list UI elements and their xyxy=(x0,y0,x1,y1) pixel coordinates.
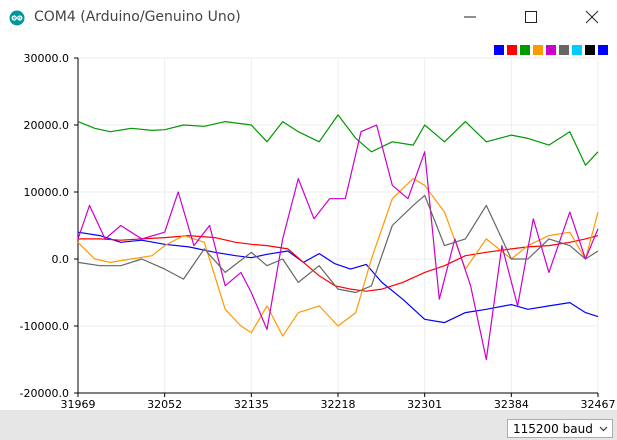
x-tick-label: 32135 xyxy=(234,398,269,410)
baud-rate-value: 115200 baud xyxy=(513,422,593,436)
title-bar: COM4 (Arduino/Genuino Uno) xyxy=(0,0,617,36)
x-tick-label: 32301 xyxy=(407,398,442,410)
legend-swatch xyxy=(585,45,595,55)
legend-swatch xyxy=(559,45,569,55)
series-line-red xyxy=(78,235,599,292)
y-tick-label: 30000.0 xyxy=(24,52,70,65)
baud-rate-select[interactable]: 115200 baud xyxy=(507,419,613,438)
close-icon xyxy=(585,10,599,24)
x-tick-label: 31969 xyxy=(61,398,96,410)
legend-swatch xyxy=(494,45,504,55)
x-tick-label: 32384 xyxy=(494,398,529,410)
minimize-button[interactable] xyxy=(447,0,493,34)
x-tick-label: 32052 xyxy=(147,398,182,410)
y-tick-label: 10000.0 xyxy=(24,186,70,199)
series-line-green xyxy=(77,114,599,166)
chevron-down-icon xyxy=(599,426,608,432)
legend-swatch xyxy=(520,45,530,55)
series-line-orange xyxy=(77,178,599,337)
legend-swatch xyxy=(546,45,556,55)
legend-swatch xyxy=(572,45,582,55)
series-line-magenta xyxy=(77,124,599,361)
x-tick-label: 32218 xyxy=(321,398,356,410)
series-line-blue xyxy=(77,231,599,324)
close-button[interactable] xyxy=(569,0,615,34)
y-tick-label: -10000.0 xyxy=(20,320,69,333)
y-tick-label: -20000.0 xyxy=(20,387,69,400)
legend-swatch xyxy=(598,45,608,55)
window-title: COM4 (Arduino/Genuino Uno) xyxy=(34,9,241,25)
maximize-icon xyxy=(525,11,537,23)
series-line-gray xyxy=(77,194,599,294)
x-tick-label: 32467 xyxy=(581,398,616,410)
arduino-icon xyxy=(9,10,25,26)
minimize-icon xyxy=(464,16,476,18)
maximize-button[interactable] xyxy=(508,0,554,34)
legend-swatch xyxy=(507,45,517,55)
serial-plotter-chart: 30000.0 20000.0 10000.0 0.0 -10000.0 -20000.0… xyxy=(20,52,616,410)
legend-swatch xyxy=(533,45,543,55)
y-tick-label: 20000.0 xyxy=(24,119,70,132)
y-tick-label: 0.0 xyxy=(52,253,70,266)
